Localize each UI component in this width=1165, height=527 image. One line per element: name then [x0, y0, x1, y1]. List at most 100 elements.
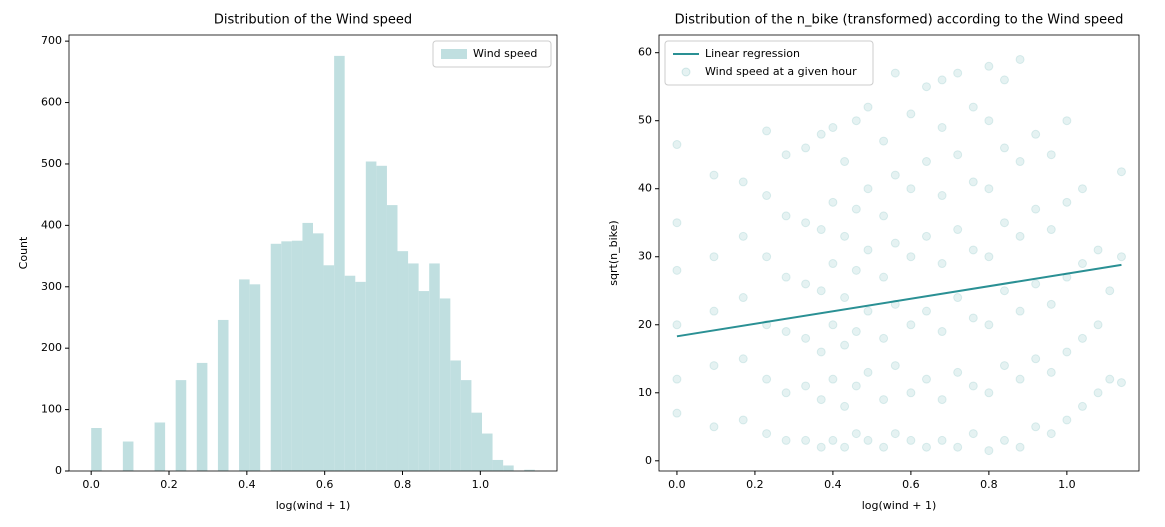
scatter-point: [863, 306, 873, 316]
bar: [270, 243, 282, 471]
scatter-point: [879, 272, 889, 282]
legend-box: [664, 40, 874, 86]
scatter-point: [1116, 378, 1126, 388]
bar: [344, 275, 356, 471]
x-axis-label: log(wind + 1): [862, 499, 937, 512]
scatter-point: [968, 313, 978, 323]
scatter-point: [921, 374, 931, 384]
scatter-point: [762, 429, 772, 439]
scatter-point: [953, 293, 963, 303]
scatter-point: [801, 143, 811, 153]
scatter-point: [738, 415, 748, 425]
legend-label: Wind speed: [473, 47, 537, 60]
scatter-point: [1046, 150, 1056, 160]
scatter-point: [1046, 225, 1056, 235]
scatter-point: [828, 197, 838, 207]
scatter-point: [890, 170, 900, 180]
scatter-point: [1062, 415, 1072, 425]
chart-title: Distribution of the n_bike (transformed)…: [675, 13, 1124, 28]
legend-label: Linear regression: [705, 47, 800, 60]
scatter-point: [851, 265, 861, 275]
scatter-point: [762, 374, 772, 384]
x-tick-label: 0.8: [980, 478, 998, 491]
scatter-point: [1093, 245, 1103, 255]
scatter-point: [1015, 374, 1025, 384]
scatter-point: [921, 306, 931, 316]
scatter-point: [968, 429, 978, 439]
scatter-point: [999, 218, 1009, 228]
bar: [323, 265, 335, 471]
scatter-point: [1062, 272, 1072, 282]
scatter-point: [953, 68, 963, 78]
scatter-point: [851, 381, 861, 391]
bar: [386, 205, 398, 471]
scatter-point: [984, 252, 994, 262]
bar: [122, 441, 134, 471]
scatter-point: [840, 293, 850, 303]
bar: [365, 161, 377, 471]
scatter-point: [1116, 252, 1126, 262]
scatter-point: [937, 123, 947, 133]
y-tick-label: 40: [638, 182, 652, 195]
bar: [154, 422, 166, 471]
scatter-point: [968, 177, 978, 187]
scatter-point: [937, 75, 947, 85]
scatter-point: [840, 401, 850, 411]
scatter-point: [781, 388, 791, 398]
scatter-point: [1015, 231, 1025, 241]
scatter-point: [738, 177, 748, 187]
scatter-point: [762, 191, 772, 201]
scatter-point: [906, 388, 916, 398]
scatter-point: [890, 361, 900, 371]
scatter-point: [828, 123, 838, 133]
scatter-point: [840, 442, 850, 452]
bar: [376, 165, 387, 472]
scatter-point: [1046, 367, 1056, 377]
scatter-point: [1077, 184, 1087, 194]
scatter-point: [984, 446, 994, 456]
scatter-point: [762, 126, 772, 136]
scatter-point: [863, 435, 873, 445]
scatter-point: [801, 435, 811, 445]
scatter-point: [879, 395, 889, 405]
scatter-point: [1116, 167, 1126, 177]
scatter-point: [1046, 429, 1056, 439]
scatter-point: [672, 265, 682, 275]
axes-frame: [658, 34, 1140, 472]
scatter-point: [1015, 54, 1025, 64]
x-tick-label: 0.4: [238, 478, 256, 491]
scatter-point: [879, 442, 889, 452]
scatter-point: [953, 442, 963, 452]
scatter-point: [709, 252, 719, 262]
scatter-point: [738, 293, 748, 303]
scatter-point: [968, 102, 978, 112]
y-tick-label: 100: [41, 403, 62, 416]
legend-swatch: [441, 49, 467, 59]
axes-frame: [68, 34, 558, 472]
scatter-point: [828, 435, 838, 445]
scatter-point: [781, 211, 791, 221]
scatter-point: [879, 333, 889, 343]
scatter-point: [1015, 157, 1025, 167]
x-tick-label: 0.4: [824, 478, 842, 491]
scatter-point: [709, 170, 719, 180]
scatter-point: [1093, 320, 1103, 330]
scatter-point: [1062, 197, 1072, 207]
scatter-point: [890, 238, 900, 248]
scatter-point: [781, 150, 791, 160]
scatter-point: [1015, 306, 1025, 316]
x-tick-label: 0.8: [394, 478, 412, 491]
x-tick-label: 0.2: [746, 478, 764, 491]
bar: [217, 319, 229, 471]
y-tick-label: 400: [41, 218, 62, 231]
bar: [196, 362, 208, 471]
scatter-point: [921, 157, 931, 167]
scatter-point: [816, 129, 826, 139]
bar: [460, 380, 472, 471]
x-tick-label: 0.2: [160, 478, 178, 491]
scatter-point: [953, 225, 963, 235]
scatter-point: [816, 225, 826, 235]
y-tick-label: 600: [41, 96, 62, 109]
scatter-point: [801, 381, 811, 391]
